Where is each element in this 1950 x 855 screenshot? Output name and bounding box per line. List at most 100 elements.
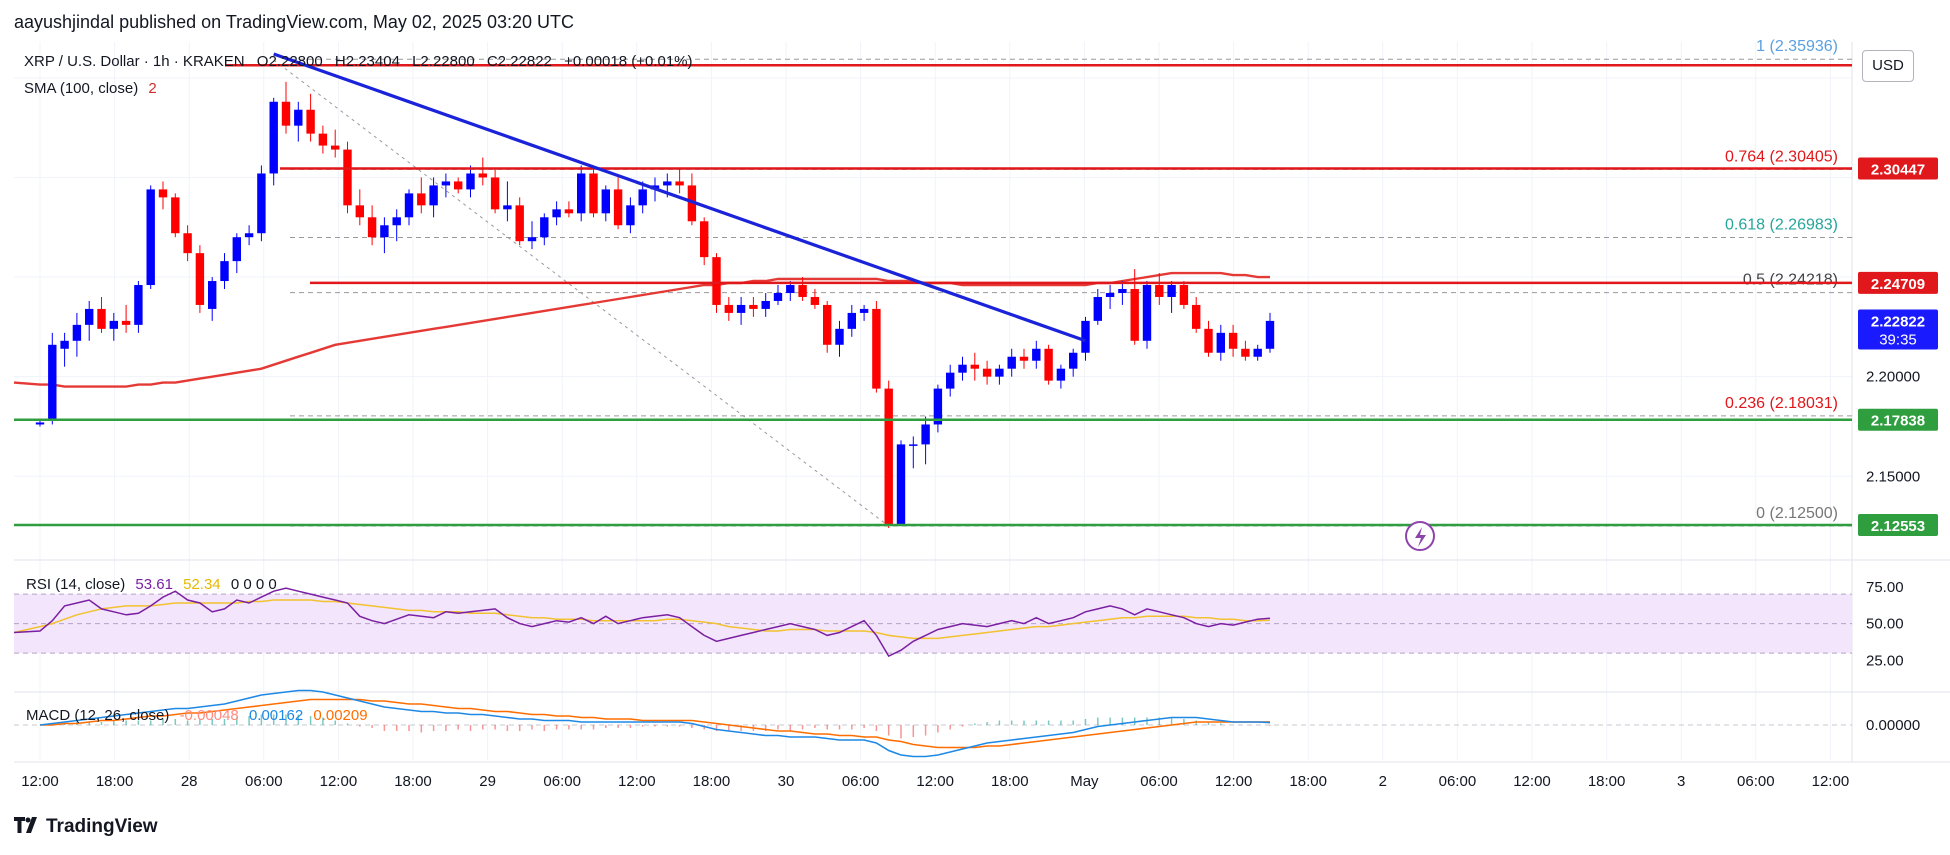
candle-body [355,205,364,218]
tradingview-brand: TradingView [46,816,158,837]
candle-body [85,308,94,325]
candle-body [208,281,217,309]
price-tag [1858,309,1938,350]
price-tag [1858,271,1938,294]
candle-body [1228,332,1238,349]
candle-body [970,364,979,369]
candle-body [1019,356,1029,361]
candle-body [158,189,168,198]
symbol-legend: XRP / U.S. Dollar · 1h · KRAKEN O2.22800… [24,53,701,70]
candle-body [724,304,733,313]
change-value: +0.00018 (+0.01%) [564,53,693,70]
candle-body [1179,285,1189,305]
price-tag-countdown: 39:35 [1879,331,1917,348]
time-tick-label: 18:00 [991,773,1029,790]
time-tick-label: 06:00 [543,773,581,790]
fib-level-label: 0.5 (2.24218) [1743,272,1838,289]
candle-body [195,253,205,305]
rsi-value: 53.61 [135,576,173,593]
rsi-legend[interactable]: RSI (14, close) 53.61 52.34 0 0 0 0 [26,576,283,593]
rsi-ma-line [13,599,1271,640]
fib-level-label: 0 (2.12500) [1756,505,1838,522]
macd-line-value: 0.00162 [248,707,304,724]
candle-body [577,173,586,214]
candle-body [306,109,315,134]
candle-body [367,217,377,238]
fib-level-label: 0.764 (2.30405) [1725,148,1838,165]
candle-body [48,344,57,421]
time-tick-label: 18:00 [96,773,134,790]
candle-body [97,308,106,329]
candle-body [466,173,475,190]
time-tick-label: 18:00 [1588,773,1626,790]
time-tick-label: 12:00 [1513,773,1551,790]
sma-value: 2 [148,80,157,97]
macd-label: MACD (12, 26, close) [26,707,170,724]
candle-body [1069,352,1078,369]
candle-body [1253,348,1262,357]
macd-legend[interactable]: MACD (12, 26, close) -0.00048 0.00162 0.… [26,707,374,724]
candle-body [35,422,45,425]
time-tick-label: 28 [181,773,198,790]
currency-button[interactable]: USD [1862,50,1914,82]
candle-body [909,444,918,446]
time-tick-label: 06:00 [1737,773,1775,790]
candle-body [1204,328,1213,353]
fib-diagonal [273,59,890,527]
candle-body [638,189,647,206]
candle-body [896,444,906,525]
time-tick-label: 18:00 [1289,773,1327,790]
candle-body [946,372,955,389]
lightning-icon[interactable] [1405,521,1435,552]
candle-body [847,312,856,329]
time-tick-label: 12:00 [916,773,954,790]
tradingview-footer[interactable]: TradingView [14,816,158,838]
candle-body [183,233,192,254]
price-tag [1858,408,1938,431]
sma-legend[interactable]: SMA (100, close) 2 [24,80,163,97]
price-tag-label: 2.22822 [1871,313,1925,330]
candle-body [700,221,709,258]
candle-body [220,261,229,282]
candle-body [404,193,414,218]
candle-body [60,340,69,349]
sma-label: SMA (100, close) [24,80,139,97]
candle-body [454,181,463,190]
candle-body [1032,348,1041,361]
price-tag [1858,157,1938,180]
candle-body [331,145,340,150]
candle-body [417,193,426,206]
rsi-extra-values: 0 0 0 0 [230,576,277,593]
candle-body [1044,348,1053,381]
price-tick-label: 2.20000 [1866,369,1920,386]
candle-body [613,189,623,226]
close-value: C2.22822 [486,53,552,70]
macd-line [39,689,1271,758]
rsi-label: RSI (14, close) [26,576,126,593]
time-tick-label: 18:00 [693,773,731,790]
candle-body [1167,285,1176,297]
candle-body [736,304,746,313]
candle-body [109,320,118,329]
candle-body [490,177,500,210]
sma-line [13,271,1270,388]
candle-body [786,285,795,293]
candle-body [503,205,512,210]
candle-body [1093,296,1102,321]
candle-body [392,217,401,226]
candle-body [441,181,451,186]
candle-body [244,233,254,238]
time-tick-label: 12:00 [320,773,358,790]
candle-body [1056,368,1066,381]
macd-tick-label: 0.00000 [1866,717,1920,734]
symbol-title[interactable]: XRP / U.S. Dollar · 1h · KRAKEN [24,53,245,70]
candle-body [257,173,266,234]
candle-body [601,189,610,214]
candle-body [1081,320,1090,353]
publisher-caption: aayushjindal published on TradingView.co… [14,12,575,32]
candle-body [958,364,967,373]
trend-line [273,52,1087,343]
rsi-tick-label: 25.00 [1866,653,1904,670]
candle-body [859,308,869,313]
